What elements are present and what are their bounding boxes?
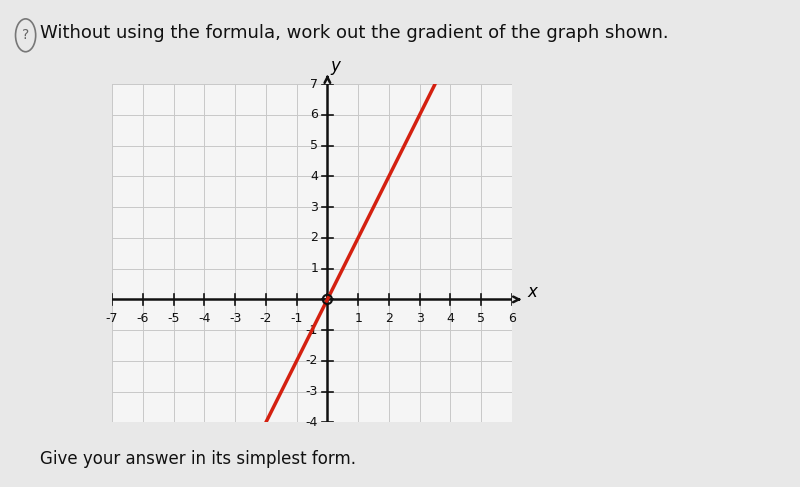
Text: 2: 2	[385, 312, 393, 325]
Text: 5: 5	[310, 139, 318, 152]
Text: 4: 4	[446, 312, 454, 325]
Text: -1: -1	[306, 324, 318, 337]
Text: -7: -7	[106, 312, 118, 325]
Text: -3: -3	[229, 312, 242, 325]
Text: 4: 4	[310, 170, 318, 183]
Text: -4: -4	[198, 312, 210, 325]
Text: ?: ?	[22, 28, 30, 42]
Text: 5: 5	[478, 312, 486, 325]
Text: 3: 3	[310, 201, 318, 214]
Text: -4: -4	[306, 416, 318, 429]
Text: -2: -2	[260, 312, 272, 325]
Text: Give your answer in its simplest form.: Give your answer in its simplest form.	[40, 450, 356, 468]
Text: 2: 2	[310, 231, 318, 244]
Text: -6: -6	[137, 312, 149, 325]
Text: 6: 6	[508, 312, 516, 325]
Text: 3: 3	[416, 312, 424, 325]
Text: Without using the formula, work out the gradient of the graph shown.: Without using the formula, work out the …	[40, 24, 669, 42]
Text: x: x	[527, 282, 537, 300]
Text: 7: 7	[310, 77, 318, 91]
Text: y: y	[330, 56, 340, 75]
Text: 6: 6	[310, 108, 318, 121]
Text: -5: -5	[167, 312, 180, 325]
Text: -1: -1	[290, 312, 303, 325]
Text: 1: 1	[354, 312, 362, 325]
Text: -2: -2	[306, 355, 318, 367]
Text: 1: 1	[310, 262, 318, 275]
Text: -3: -3	[306, 385, 318, 398]
